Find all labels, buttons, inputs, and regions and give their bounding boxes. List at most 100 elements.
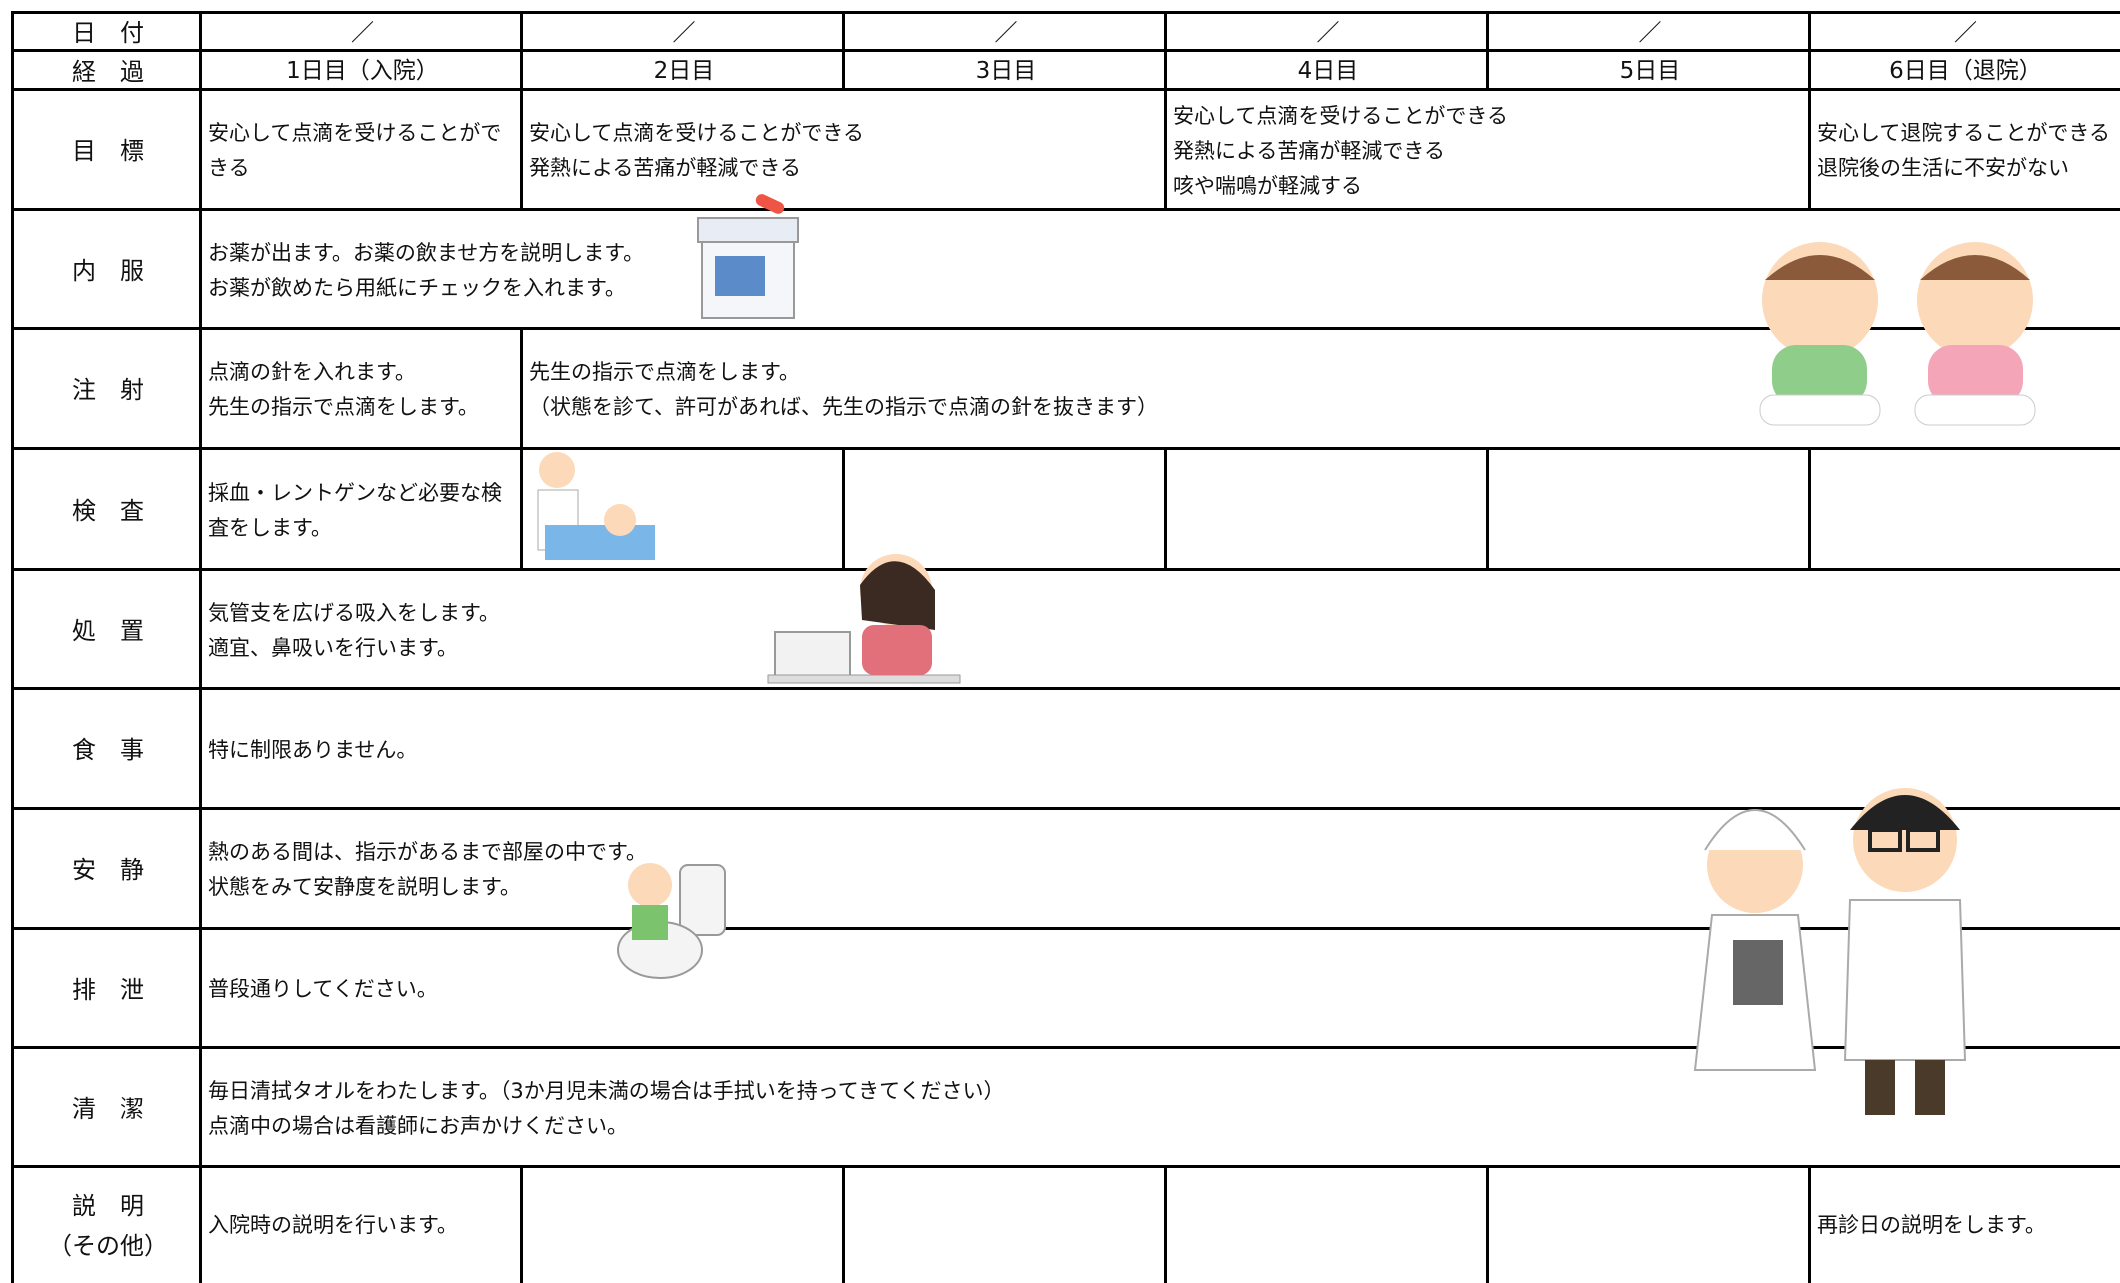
cell-text: 発熱による苦痛が軽減できる	[529, 156, 801, 180]
cell	[1486, 1165, 1811, 1283]
cell	[520, 447, 845, 571]
cell: お薬が出ます。お薬の飲ませ方を説明します。 お薬が飲めたら用紙にチェックを入れます…	[199, 208, 2120, 330]
cell: ／	[842, 11, 1167, 52]
cell-text: 6日目（退院）	[1889, 58, 2042, 84]
row-label: 安 静	[11, 807, 202, 930]
cell-text: 目 標	[72, 137, 144, 165]
cell-text: 査をします。	[208, 515, 332, 540]
cell-text: 咳や喘鳴が軽減する	[1173, 173, 1362, 198]
cell: 安心して点滴を受けることができる 発熱による苦痛が軽減できる 咳や喘鳴が軽減する	[1164, 88, 1811, 211]
row-label: 内 服	[11, 208, 202, 330]
cell-text: 発熱による苦痛が軽減できる	[1173, 138, 1445, 163]
cell: 安心して点滴を受けることがで きる	[199, 88, 523, 211]
cell-text: ／	[1638, 19, 1662, 46]
cell-text: 内 服	[72, 256, 144, 285]
cell	[842, 447, 1167, 571]
cell-text: 排 泄	[72, 975, 144, 1004]
cell-text: ／	[1316, 19, 1340, 46]
cell-text: ／	[994, 19, 1018, 46]
cell-text: 安 静	[72, 856, 144, 884]
cell-text: 安心して点滴を受けることがで	[208, 121, 502, 145]
cell	[1808, 447, 2120, 571]
cell-text: 点滴中の場合は看護師にお声かけください。	[208, 1113, 628, 1138]
cell-text: 処 置	[72, 616, 144, 645]
cell-text: 5日目	[1619, 58, 1681, 84]
cell-text: 日 付	[72, 19, 144, 47]
row-label: 日 付	[11, 11, 202, 52]
cell: 再診日の説明をします。	[1808, 1165, 2120, 1283]
cell-text: 先生の指示で点滴をします。	[208, 395, 479, 419]
cell-text: 採血・レントゲンなど必要な検	[208, 480, 502, 505]
cell-text: 気管支を広げる吸入をします。	[208, 600, 500, 625]
cell-text: お薬が飲めたら用紙にチェックを入れます。	[208, 275, 626, 300]
cell-text: 点滴の針を入れます。	[208, 360, 416, 384]
cell-text: 注 射	[72, 376, 144, 404]
cell-text: 安心して退院することができる	[1817, 121, 2110, 145]
cell-text: 清 潔	[72, 1094, 144, 1123]
cell	[1486, 447, 1811, 571]
cell-text: 3日目	[975, 58, 1037, 84]
cell-text: 状態をみて安静度を説明します。	[208, 875, 521, 899]
cell-text: 4日目	[1297, 58, 1359, 84]
cell-text: 熱のある間は、指示があるまで部屋の中です。	[208, 840, 647, 864]
row-label: 検 査	[11, 447, 202, 571]
cell-text: 毎日清拭タオルをわたします。（3か月児未満の場合は手拭いを持ってきてください）	[208, 1078, 1005, 1103]
cell: 毎日清拭タオルをわたします。（3か月児未満の場合は手拭いを持ってきてください） 点…	[199, 1046, 2120, 1168]
cell: ／	[1808, 11, 2120, 52]
cell-text: 適宜、鼻吸いを行います。	[208, 635, 458, 660]
cell: ／	[520, 11, 845, 52]
cell	[520, 1165, 845, 1283]
cell	[842, 1165, 1167, 1283]
cell-text: 入院時の説明を行います。	[208, 1213, 458, 1237]
cell-text: （状態を診て、許可があれば、先生の指示で点滴の針を抜きます）	[529, 395, 1158, 419]
cell-text: 普段通りしてください。	[208, 977, 438, 1001]
cell-text: 安心して点滴を受けることができる	[1173, 103, 1508, 128]
cell-text: 説 明	[72, 1191, 144, 1220]
cell-text: ／	[351, 19, 374, 46]
cell: 入院時の説明を行います。	[199, 1165, 523, 1283]
row-label: 清 潔	[11, 1046, 202, 1168]
cell-text: 退院後の生活に不安がない	[1817, 156, 2069, 180]
cell-text: 再診日の説明をします。	[1817, 1213, 2046, 1237]
row-label: 経 過	[11, 49, 202, 91]
cell	[1164, 447, 1489, 571]
cell: 点滴の針を入れます。先生の指示で点滴をします。	[199, 327, 523, 450]
cell-text: 1日目（入院）	[286, 58, 439, 84]
row-label: 説 明 （その他）	[11, 1165, 202, 1283]
cell: 1日目（入院）	[199, 49, 523, 91]
cell: 採血・レントゲンなど必要な検 査をします。	[199, 447, 523, 571]
cell: 気管支を広げる吸入をします。 適宜、鼻吸いを行います。	[199, 568, 2120, 690]
cell: 普段通りしてください。	[199, 927, 2120, 1049]
cell: ／	[199, 11, 523, 52]
cell: 6日目（退院）	[1808, 49, 2120, 91]
cell-text: ／	[1954, 19, 1977, 46]
cell: 3日目	[842, 49, 1167, 91]
cell-text: 特に制限ありません。	[208, 737, 418, 762]
row-label: 排 泄	[11, 927, 202, 1049]
row-label: 注 射	[11, 327, 202, 450]
cell: ／	[1164, 11, 1489, 52]
cell: 安心して退院することができる 退院後の生活に不安がない	[1808, 88, 2120, 211]
cell: 2日目	[520, 49, 845, 91]
cell: 特に制限ありません。	[199, 687, 2120, 810]
cell-text: きる	[208, 156, 250, 180]
cell: ／	[1486, 11, 1811, 52]
row-label: 食 事	[11, 687, 202, 810]
cell	[1164, 1165, 1489, 1283]
cell-text: 安心して点滴を受けることができる	[529, 121, 864, 145]
cell-text: 2日目	[653, 58, 715, 84]
cell-text: ／	[672, 19, 696, 46]
cell-text: 先生の指示で点滴をします。	[529, 360, 800, 384]
row-label: 処 置	[11, 568, 202, 690]
cell-text: 経 過	[72, 57, 144, 86]
cell: 熱のある間は、指示があるまで部屋の中です。 状態をみて安静度を説明します。	[199, 807, 2120, 930]
cell: 4日目	[1164, 49, 1489, 91]
cell: 先生の指示で点滴をします。 （状態を診て、許可があれば、先生の指示で点滴の針を抜き…	[520, 327, 2120, 450]
cell-text: （その他）	[48, 1231, 168, 1260]
cell: 5日目	[1486, 49, 1811, 91]
cell-text: 検 査	[72, 496, 144, 525]
cell-text: 食 事	[72, 736, 144, 764]
cell: 安心して点滴を受けることができる 発熱による苦痛が軽減できる	[520, 88, 1167, 211]
cell-text: お薬が出ます。お薬の飲ませ方を説明します。	[208, 240, 645, 265]
